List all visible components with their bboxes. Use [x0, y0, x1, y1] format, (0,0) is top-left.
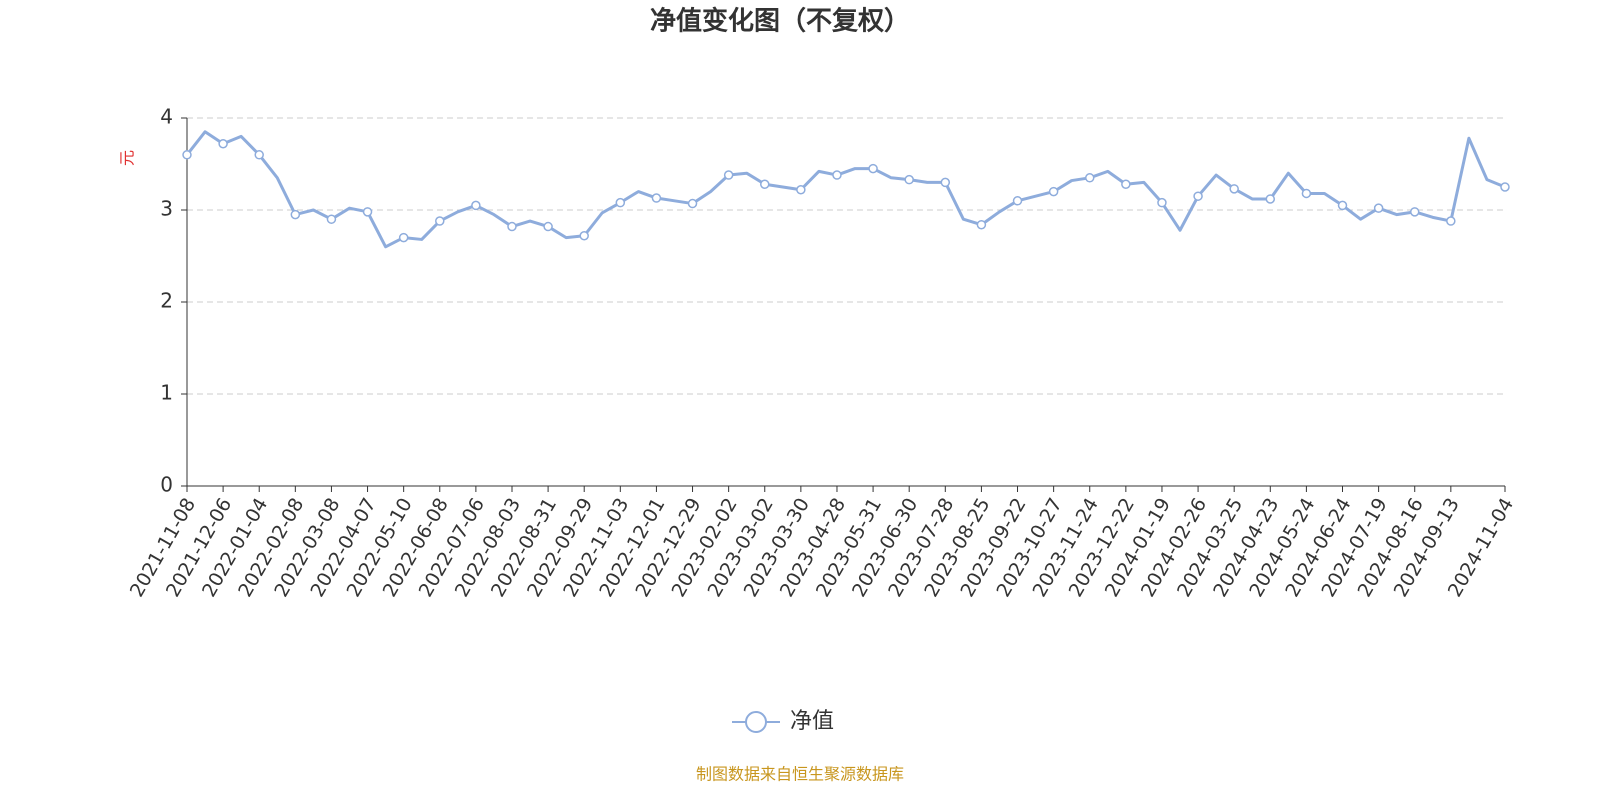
- point-marker: [507, 221, 517, 232]
- point-marker: [1500, 182, 1510, 192]
- point-marker: [398, 232, 409, 243]
- point-marker: [1409, 207, 1420, 217]
- y-tick-label: 0: [160, 473, 173, 497]
- point-marker: [1048, 186, 1059, 197]
- point-marker: [1373, 203, 1384, 213]
- point-marker: [182, 150, 192, 160]
- legend-label: 净值: [790, 709, 834, 734]
- point-marker: [904, 174, 914, 185]
- point-marker: [543, 221, 553, 232]
- point-marker: [218, 139, 228, 149]
- point-marker: [1337, 200, 1348, 211]
- y-tick-label: 4: [160, 105, 173, 129]
- point-marker: [290, 209, 301, 220]
- point-marker: [1229, 184, 1239, 194]
- point-marker: [579, 231, 589, 241]
- point-marker: [760, 179, 770, 189]
- y-axis-label: 元: [118, 150, 137, 166]
- point-marker: [832, 170, 842, 180]
- point-marker: [687, 198, 698, 209]
- point-marker: [1193, 191, 1203, 201]
- point-marker: [868, 163, 878, 174]
- legend-marker: [745, 711, 767, 733]
- point-marker: [362, 207, 373, 217]
- point-marker: [651, 193, 662, 203]
- point-marker: [976, 219, 987, 230]
- y-tick-label: 3: [160, 197, 173, 221]
- y-tick-label: 2: [160, 289, 173, 313]
- point-marker: [723, 170, 734, 180]
- point-marker: [615, 197, 626, 208]
- point-marker: [796, 185, 806, 195]
- y-tick-label: 1: [160, 381, 173, 405]
- point-marker: [1084, 173, 1095, 183]
- point-marker: [1265, 194, 1276, 204]
- point-marker: [254, 150, 264, 160]
- point-marker: [940, 177, 951, 188]
- point-marker: [471, 200, 481, 211]
- point-marker: [435, 216, 445, 226]
- point-marker: [1301, 188, 1312, 199]
- point-marker: [1012, 196, 1023, 206]
- source-note: 制图数据来自恒生聚源数据库: [696, 765, 904, 784]
- point-marker: [1157, 197, 1167, 208]
- point-marker: [1121, 179, 1131, 189]
- point-marker: [326, 214, 337, 224]
- point-marker: [1446, 216, 1456, 226]
- chart-title: 净值变化图（不复权）: [650, 6, 910, 37]
